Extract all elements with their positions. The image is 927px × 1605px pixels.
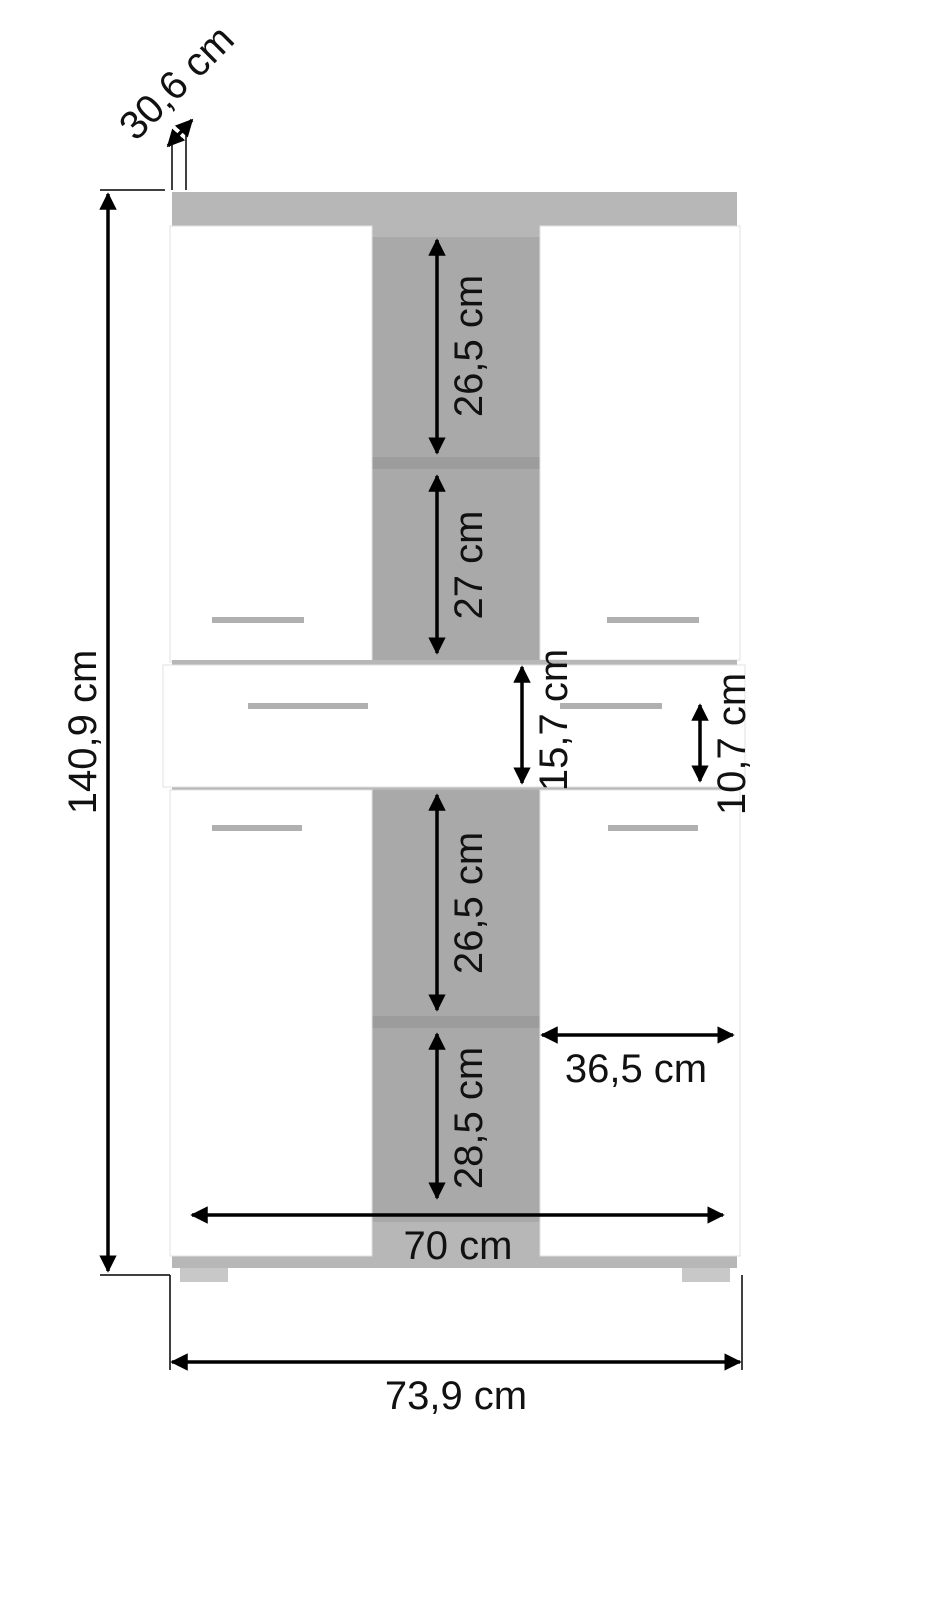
label-depth: 30,6 cm [111,17,243,149]
label-upper-bottom: 27 cm [447,511,491,620]
label-drawer-inner: 10,7 cm [710,673,754,815]
label-lower-top: 26,5 cm [447,832,491,974]
upper-left-door [169,225,373,663]
arrow-depth [166,118,194,148]
upper-interior [372,237,540,662]
label-door-width: 36,5 cm [565,1047,707,1091]
lower-left-handle [212,825,302,831]
drawer-front [162,664,746,788]
cabinet [162,192,746,1282]
dimension-arrows [99,118,742,1371]
right-foot [682,1268,730,1282]
lower-interior [372,790,540,1225]
lower-shelf [372,1016,540,1028]
upper-shelf [372,457,540,469]
label-upper-top: 26,5 cm [447,275,491,417]
upper-right-door [539,225,741,661]
upper-left-handle [212,617,304,623]
label-lower-bottom: 28,5 cm [447,1047,491,1189]
lower-right-handle [608,825,698,831]
label-drawer: 15,7 cm [532,649,576,791]
left-foot [180,1268,228,1282]
upper-right-handle [607,617,699,623]
label-total-width: 73,9 cm [385,1374,527,1418]
drawer-handle-right [560,703,662,709]
lower-right-door [539,789,741,1257]
label-inner-width: 70 cm [404,1224,513,1268]
lower-left-door [169,789,373,1257]
label-total-height: 140,9 cm [61,650,105,815]
drawer-handle-left [248,703,368,709]
